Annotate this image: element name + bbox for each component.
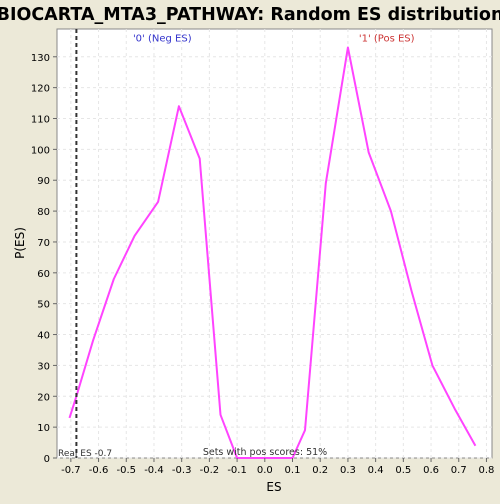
group-annotation: '1' (Pos ES)	[359, 33, 415, 44]
y-tick-label: 90	[37, 176, 50, 187]
y-tick-label: 100	[31, 145, 50, 156]
y-axis-label: P(ES)	[13, 227, 27, 259]
y-tick-label: 0	[44, 454, 50, 465]
real-es-label: Real ES -0.7	[58, 449, 112, 459]
x-tick-label: -0.5	[117, 465, 137, 476]
y-tick-label: 20	[37, 392, 50, 403]
x-tick-label: -0.4	[144, 465, 164, 476]
marker-layer: Real ES -0.7 '0' (Neg ES) '1' (Pos ES)	[58, 29, 415, 459]
x-tick-label: 0.7	[451, 465, 467, 476]
y-tick-label: 80	[37, 207, 50, 218]
x-tick-label: 0.0	[257, 465, 273, 476]
x-tick-label: -0.2	[200, 465, 220, 476]
group-annotation: '0' (Neg ES)	[133, 33, 192, 44]
x-tick-label: 0.8	[479, 465, 495, 476]
y-tick-label: 10	[37, 423, 50, 434]
y-ticks: 0 10 20 30 40 50 60 70 80 90 100 110 120 130	[31, 53, 57, 465]
y-tick-label: 130	[31, 53, 50, 64]
grid-layer	[57, 29, 492, 459]
x-tick-label: 0.1	[285, 465, 301, 476]
x-axis-label: ES	[266, 480, 281, 494]
x-ticks: -0.7 -0.6 -0.5 -0.4 -0.3 -0.2 -0.1 0.0 0.1 0.2 0.3…	[61, 458, 494, 476]
y-tick-label: 120	[31, 84, 50, 95]
x-tick-label: 0.3	[340, 465, 356, 476]
y-tick-label: 70	[37, 238, 50, 249]
y-tick-label: 50	[37, 300, 50, 311]
x-tick-label: -0.7	[61, 465, 81, 476]
plot-area	[56, 28, 493, 459]
x-tick-label: 0.6	[423, 465, 439, 476]
x-tick-label: -0.3	[172, 465, 192, 476]
x-tick-label: 0.5	[395, 465, 411, 476]
x-tick-label: 0.2	[312, 465, 328, 476]
y-tick-label: 60	[37, 269, 50, 280]
pos-scores-footer: Sets with pos scores: 51%	[203, 447, 327, 458]
y-tick-label: 40	[37, 331, 50, 342]
y-tick-label: 30	[37, 361, 50, 372]
x-tick-label: -0.1	[227, 465, 247, 476]
y-tick-label: 110	[31, 115, 50, 126]
x-tick-label: -0.6	[89, 465, 109, 476]
chart-title: BIOCARTA_MTA3_PATHWAY: Random ES distrib…	[0, 5, 500, 25]
x-tick-label: 0.4	[368, 465, 384, 476]
